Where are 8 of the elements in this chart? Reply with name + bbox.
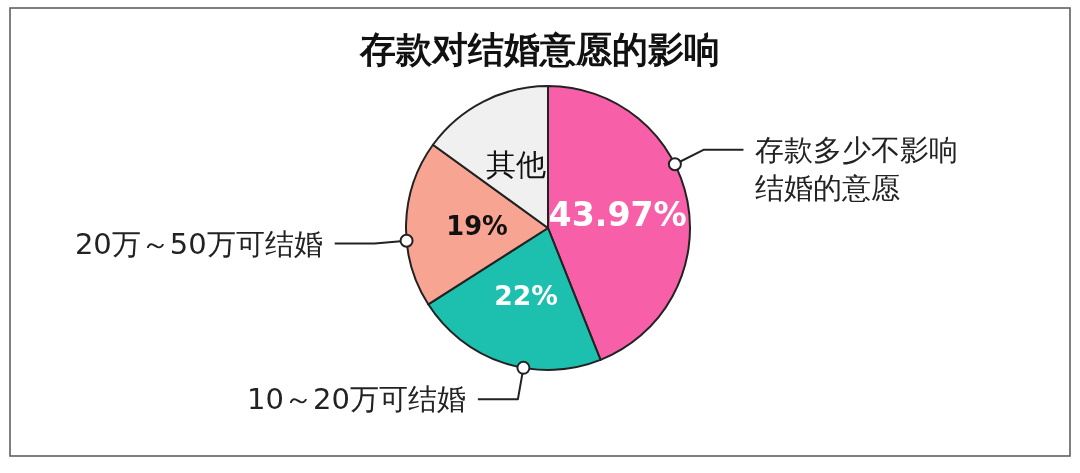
data-label: 22%: [494, 280, 559, 312]
slice-label: 10～20万可结婚: [246, 381, 466, 419]
slice-label: 存款多少不影响结婚的意愿: [755, 131, 960, 207]
slice-label: 其他: [485, 147, 546, 183]
chart-title: 存款对结婚意愿的影响: [359, 29, 720, 70]
data-label: 19%: [446, 210, 508, 241]
data-label: 43.97%: [548, 195, 687, 235]
slice-label: 20万～50万可结婚: [73, 225, 323, 263]
